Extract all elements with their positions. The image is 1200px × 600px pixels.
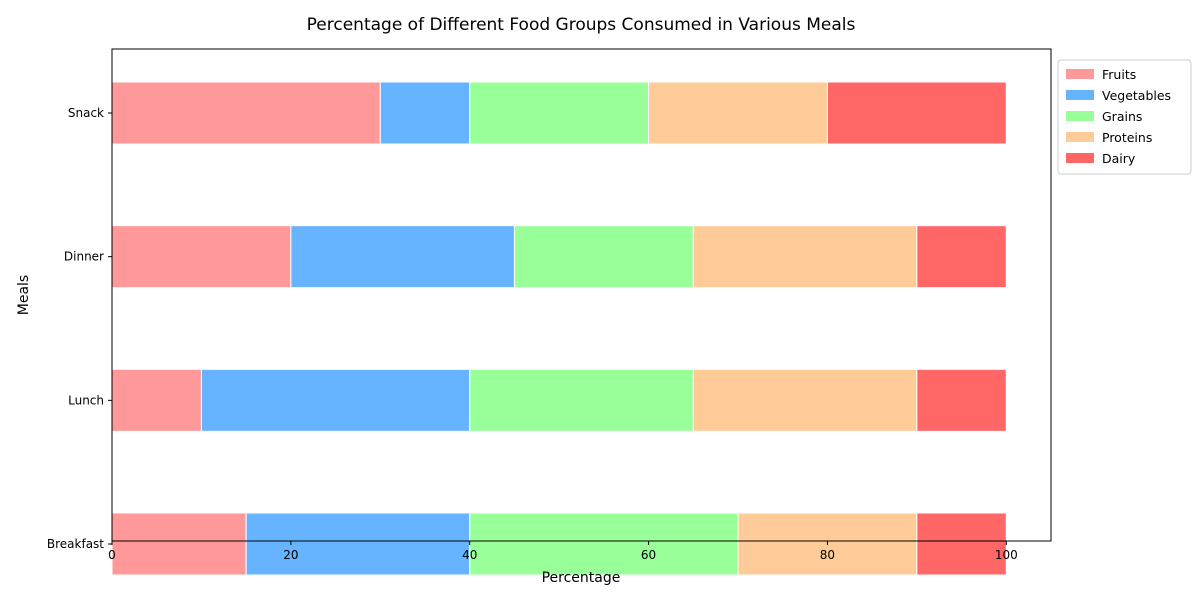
y-axis: Breakfast Lunch Dinner Snack: [47, 106, 112, 551]
y-axis-label: Meals: [16, 275, 32, 315]
x-axis: 0 20 40 60 80 100: [108, 541, 1018, 562]
legend-swatch-fruits: [1066, 69, 1094, 79]
legend-swatch-vegetables: [1066, 90, 1094, 100]
y-tick-label: Snack: [68, 106, 104, 120]
bars-group: [111, 81, 1007, 576]
bar-vegetables-lunch: [200, 368, 471, 432]
legend-swatch-proteins: [1066, 132, 1094, 142]
bar-dairy-breakfast: [916, 512, 1007, 576]
legend-box: [1057, 59, 1192, 175]
bar-grains-breakfast: [469, 512, 739, 576]
plot-frame: [111, 48, 1052, 542]
bar-vegetables-breakfast: [245, 512, 471, 576]
x-tick-label: 60: [641, 548, 656, 562]
bar-vegetables-dinner: [290, 225, 515, 289]
legend-label-grains: Grains: [1102, 109, 1142, 124]
bar-proteins-lunch: [692, 368, 918, 432]
legend-label-vegetables: Vegetables: [1102, 88, 1171, 103]
bar-dairy-lunch: [916, 368, 1007, 432]
legend-swatch-grains: [1066, 111, 1094, 121]
bar-fruits-breakfast: [111, 512, 247, 576]
x-tick-label: 0: [108, 548, 116, 562]
chart-title: Percentage of Different Food Groups Cons…: [307, 15, 856, 35]
bar-grains-lunch: [469, 368, 694, 432]
legend-swatch-dairy: [1066, 153, 1094, 163]
bar-grains-dinner: [513, 225, 694, 289]
x-tick-label: 20: [283, 548, 298, 562]
x-tick-label: 40: [462, 548, 477, 562]
legend: Fruits Vegetables Grains Proteins Dairy: [1057, 59, 1192, 175]
y-tick-label: Breakfast: [47, 537, 104, 551]
bar-vegetables-snack: [379, 81, 471, 145]
legend-label-proteins: Proteins: [1102, 130, 1152, 145]
bar-proteins-dinner: [692, 225, 918, 289]
x-tick-label: 80: [820, 548, 835, 562]
y-tick-label: Lunch: [68, 393, 104, 407]
bar-fruits-snack: [111, 81, 381, 145]
bar-grains-snack: [469, 81, 650, 145]
bar-fruits-dinner: [111, 225, 292, 289]
bar-fruits-lunch: [111, 368, 202, 432]
bar-proteins-snack: [648, 81, 828, 145]
bar-dairy-dinner: [916, 225, 1007, 289]
legend-label-fruits: Fruits: [1102, 67, 1136, 82]
y-tick-label: Dinner: [64, 250, 104, 264]
bar-dairy-snack: [826, 81, 1007, 145]
legend-label-dairy: Dairy: [1102, 151, 1136, 166]
x-tick-label: 100: [995, 548, 1018, 562]
x-axis-label: Percentage: [542, 570, 621, 586]
